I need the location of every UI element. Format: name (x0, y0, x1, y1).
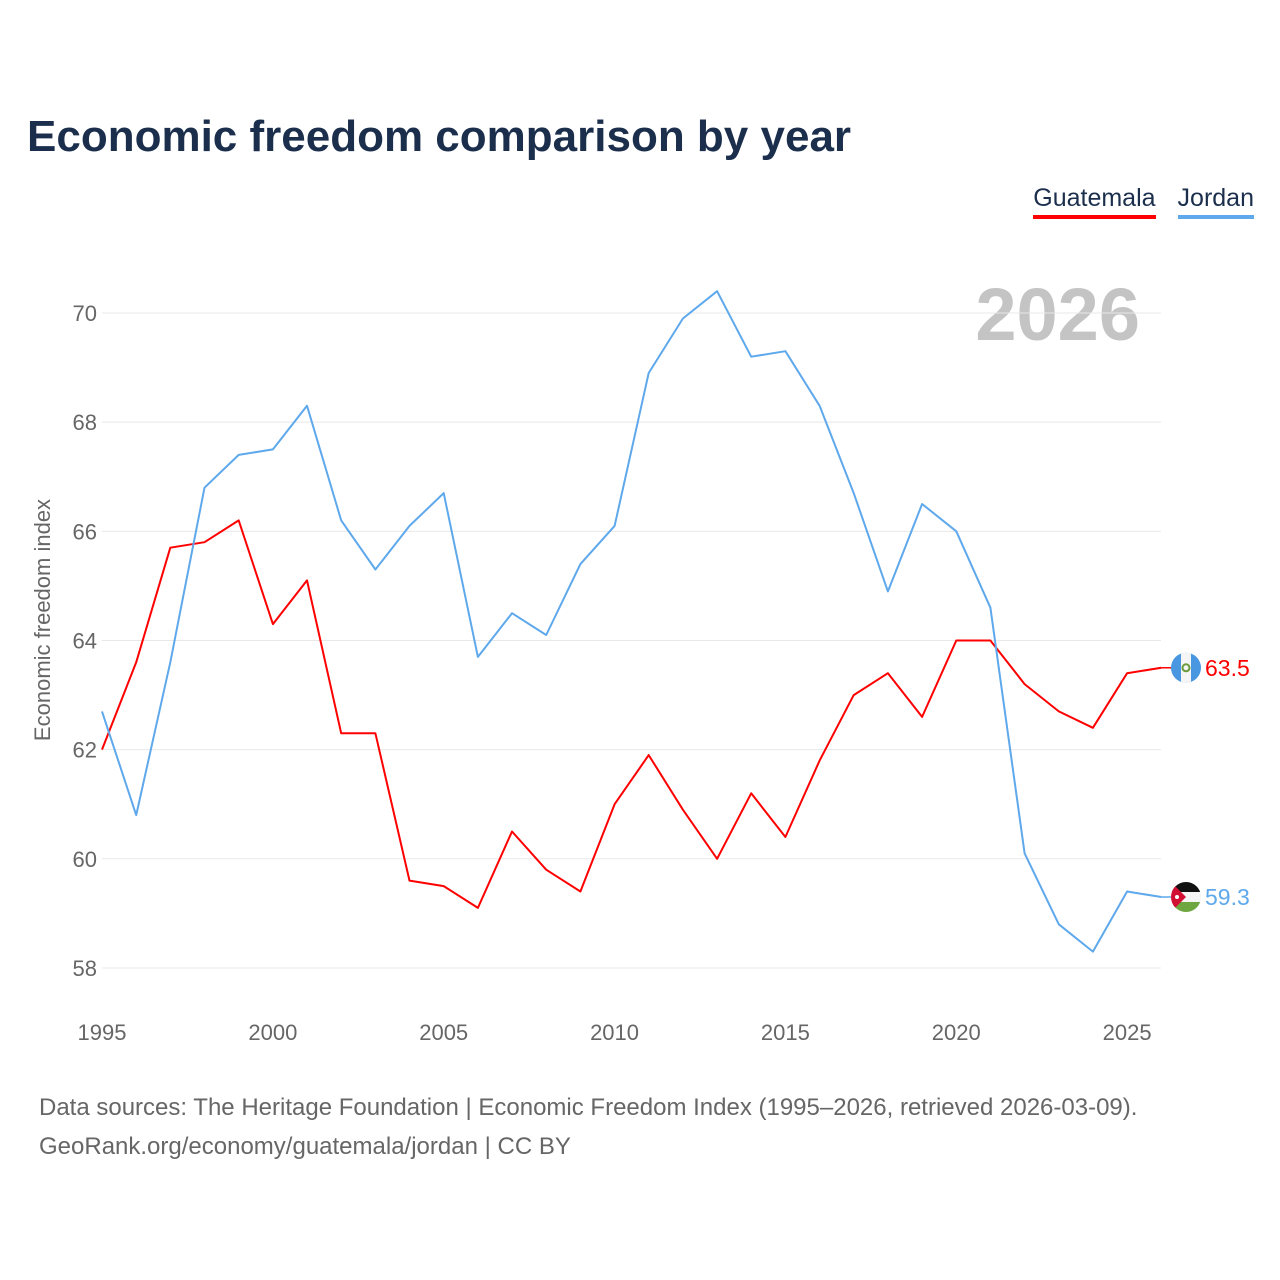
legend-item-guatemala[interactable]: Guatemala (1033, 184, 1156, 219)
legend-item-jordan[interactable]: Jordan (1177, 184, 1254, 219)
y-tick-label: 60 (73, 847, 97, 872)
series-line-jordan (101, 290, 1162, 953)
y-tick-label: 66 (73, 519, 97, 544)
x-tick-label: 2005 (419, 1020, 468, 1045)
legend: Guatemala Jordan (1033, 184, 1254, 219)
jordan-flag-icon (1171, 882, 1201, 913)
y-tick-label: 58 (73, 956, 97, 981)
y-tick-label: 70 (73, 301, 97, 326)
y-tick-label: 64 (73, 628, 97, 653)
x-tick-label: 1995 (78, 1020, 127, 1045)
y-axis-label: Economic freedom index (30, 499, 55, 741)
year-watermark: 2026 (975, 273, 1140, 356)
end-value-label-jordan: 59.3 (1205, 884, 1250, 910)
x-tick-label: 2025 (1103, 1020, 1152, 1045)
x-tick-label: 2010 (590, 1020, 639, 1045)
x-tick-label: 2000 (248, 1020, 297, 1045)
source-line-2[interactable]: GeoRank.org/economy/guatemala/jordan | C… (39, 1133, 571, 1160)
source-line-1: Data sources: The Heritage Foundation | … (39, 1094, 1138, 1121)
y-tick-label: 68 (73, 410, 97, 435)
x-tick-label: 2015 (761, 1020, 810, 1045)
series-line-guatemala (101, 519, 1162, 909)
guatemala-flag-icon (1171, 652, 1201, 683)
x-tick-label: 2020 (932, 1020, 981, 1045)
end-value-label-guatemala: 63.5 (1205, 655, 1250, 681)
y-tick-label: 62 (73, 738, 97, 763)
chart-title: Economic freedom comparison by year (27, 112, 852, 161)
source-note: Data sources: The Heritage Foundation | … (39, 1088, 1137, 1166)
